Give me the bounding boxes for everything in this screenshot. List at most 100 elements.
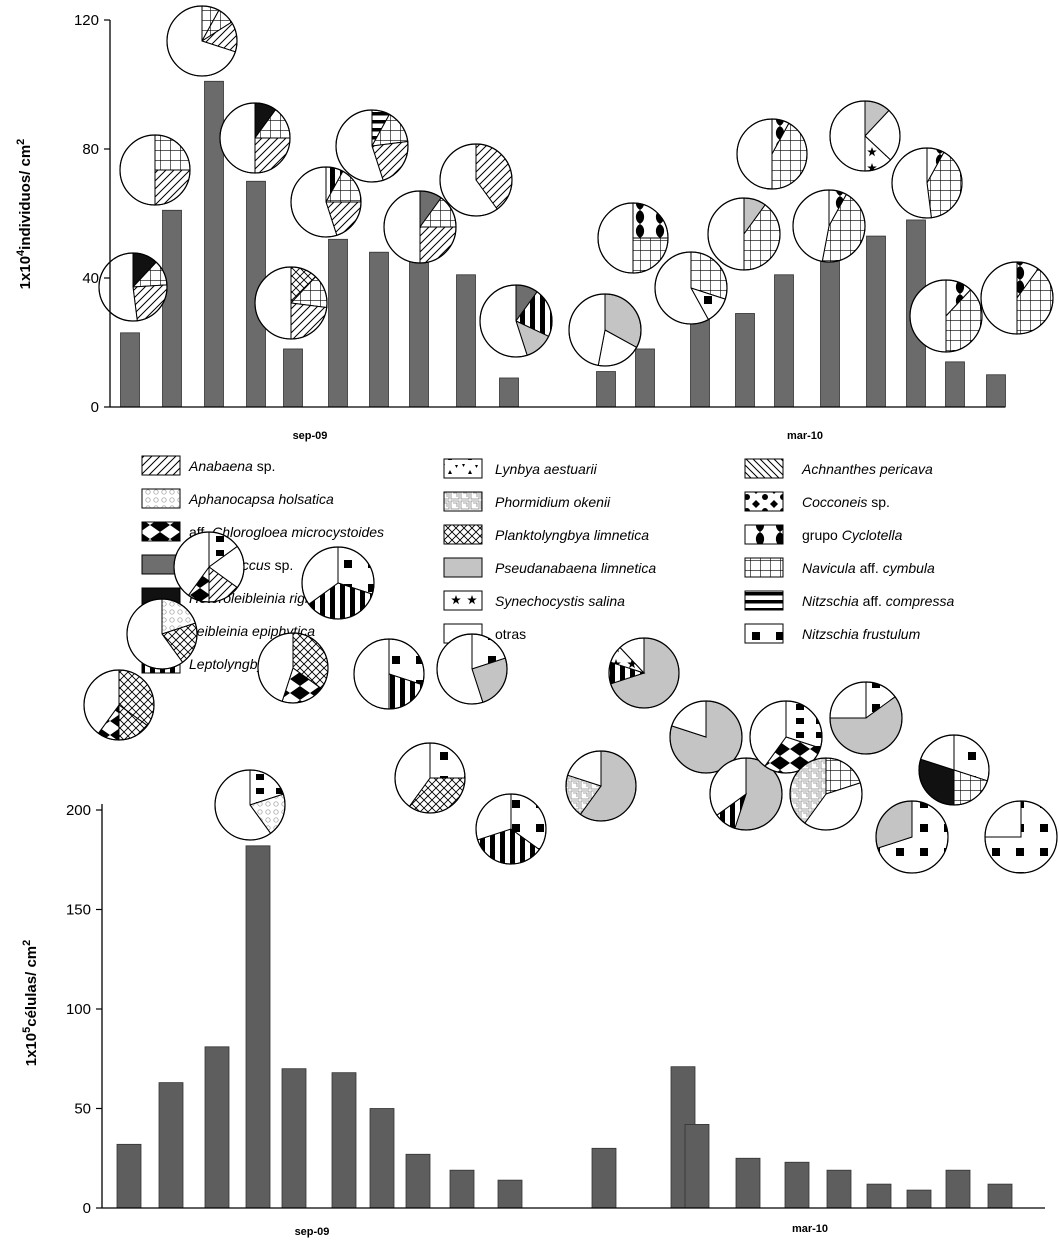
chart1-bar-mar-10-3 xyxy=(690,319,710,408)
chart1-pie-4 xyxy=(219,102,291,174)
legend-item-1-2: Aphanocapsa holsatica xyxy=(141,488,334,509)
chart2-group-label-sep09: sep-09 xyxy=(295,1226,330,1238)
chart2-y-tick-label: 150 xyxy=(66,902,91,919)
chart1-pie-7 xyxy=(335,109,409,183)
chart2-bar-mar-10-5 xyxy=(784,1161,810,1209)
chart1-pie-12 xyxy=(597,202,669,274)
chart2-pie-5 xyxy=(257,632,329,704)
legend-label: Aphanocapsa holsatica xyxy=(188,491,334,507)
chart1-bar-sep-09-6 xyxy=(328,238,348,408)
legend-item-1-1: Anabaena sp. xyxy=(141,455,275,476)
legend-swatch xyxy=(443,458,483,479)
chart2-pie-10 xyxy=(475,793,547,865)
chart1-pie-3 xyxy=(166,5,238,77)
chart1-pie-6 xyxy=(290,166,362,238)
chart1-group-label-mar10: mar-10 xyxy=(787,430,823,442)
legend-item-3-1: Achnanthes pericava xyxy=(744,458,933,479)
legend-label: Synechocystis salina xyxy=(495,593,625,609)
chart1-pie-17 xyxy=(829,100,901,172)
chart1-y-ticks: 0 40 80 120 xyxy=(74,12,110,416)
chart1-pie-19 xyxy=(909,279,983,353)
legend-swatch xyxy=(141,521,181,542)
chart2-pie-6 xyxy=(301,546,375,620)
chart1-y-axis-label: 1x104individuos/ cm2 xyxy=(15,139,34,290)
legend-item-3-5: Nitzschia aff. compressa xyxy=(744,590,954,611)
chart1-y-tick-label: 80 xyxy=(82,141,99,158)
chart2-bar-sep-09-10 xyxy=(497,1179,523,1209)
chart1-pie-16 xyxy=(792,189,866,263)
legend-item-3-4: Navicula aff. cymbula xyxy=(744,557,935,578)
chart1-bar-sep-09-5 xyxy=(283,348,303,408)
chart1-bar-mar-10-10 xyxy=(986,374,1006,408)
legend: Anabaena sp. Aphanocapsa holsatica aff. Ch… xyxy=(141,455,954,674)
legend-swatch xyxy=(744,524,784,545)
legend-label: Phormidium okenii xyxy=(495,494,611,510)
legend-item-2-1: Lynbya aestuarii xyxy=(443,458,598,479)
chart2-pie-17 xyxy=(829,681,903,755)
chart1-bar-mar-10-9 xyxy=(945,361,965,408)
legend-swatch xyxy=(744,623,784,644)
chart2-y-tick-label: 0 xyxy=(83,1200,91,1217)
chart2-pie-9 xyxy=(436,633,508,705)
chart2-bar-sep-09-4 xyxy=(245,845,271,1209)
legend-swatch xyxy=(744,590,784,611)
chart2-bar-mar-10-4 xyxy=(735,1157,761,1209)
chart1-bar-sep-09-7 xyxy=(369,251,389,408)
chart2-bar-mar-10-6 xyxy=(826,1169,852,1209)
chart1-bars xyxy=(120,80,1006,408)
chart1-bar-sep-09-10 xyxy=(499,377,519,408)
chart2-pie-insets xyxy=(83,531,1058,874)
legend-label: Pseudanabaena limnetica xyxy=(495,560,656,576)
chart2-pie-1 xyxy=(83,669,155,741)
legend-label: otras xyxy=(495,626,526,642)
chart1-bar-mar-10-1 xyxy=(596,371,616,408)
chart1-pie-18 xyxy=(891,147,963,219)
chart1-pie-11 xyxy=(568,293,642,367)
legend-item-3-6: Nitzschia frustulum xyxy=(744,623,921,644)
chart-cells: 0 50 100 150 200 sep-09 mar-10 1x105células/… xyxy=(21,531,1058,1238)
chart2-bar-sep-09-6 xyxy=(331,1072,357,1209)
chart2-bar-sep-09-8 xyxy=(405,1153,431,1209)
chart2-pie-13 xyxy=(669,700,743,774)
chart1-bar-sep-09-9 xyxy=(456,274,476,408)
chart1-bar-mar-10-7 xyxy=(866,235,886,408)
legend-swatch xyxy=(443,524,483,545)
chart2-bar-mar-10-1 xyxy=(591,1147,617,1209)
chart2-bar-mar-10-8 xyxy=(906,1189,932,1209)
chart1-bar-mar-10-6 xyxy=(820,255,840,408)
chart1-y-tick-label: 40 xyxy=(82,270,99,287)
chart1-bar-sep-09-1 xyxy=(120,332,140,408)
chart1-y-tick-label: 120 xyxy=(74,12,99,29)
legend-swatch xyxy=(744,458,784,479)
legend-label: grupo Cyclotella xyxy=(802,527,903,543)
chart2-y-tick-label: 200 xyxy=(66,802,91,819)
chart1-bar-sep-09-2 xyxy=(162,209,182,408)
chart2-pie-2 xyxy=(126,598,198,670)
legend-label: Navicula aff. cymbula xyxy=(802,560,935,576)
legend-swatch xyxy=(141,488,181,509)
chart2-pie-4 xyxy=(214,769,286,841)
chart2-y-ticks: 0 50 100 150 200 xyxy=(66,802,102,1217)
chart-individuals: 0 40 80 120 sep-09 mar-10 1x104individuos/ … xyxy=(15,5,1054,442)
chart2-pie-8 xyxy=(394,742,466,814)
legend-swatch xyxy=(744,557,784,578)
chart1-bar-mar-10-5 xyxy=(774,274,794,408)
chart2-y-tick-label: 50 xyxy=(74,1101,91,1118)
chart2-bar-sep-09-5 xyxy=(281,1068,307,1209)
legend-swatch xyxy=(443,491,483,512)
legend-swatch xyxy=(141,455,181,476)
legend-swatch xyxy=(744,491,784,512)
chart1-pie-1 xyxy=(98,252,168,322)
chart2-pie-18 xyxy=(875,800,949,874)
chart1-pie-20 xyxy=(980,261,1054,335)
legend-label: Nitzschia frustulum xyxy=(802,626,921,642)
chart1-bar-sep-09-8 xyxy=(409,261,429,408)
chart1-pie-2 xyxy=(119,134,191,206)
legend-item-2-5: Synechocystis salina xyxy=(443,590,625,611)
chart1-pie-10 xyxy=(479,284,553,358)
chart2-bar-mar-10-3 xyxy=(684,1124,710,1209)
chart2-bar-sep-09-3 xyxy=(204,1046,230,1209)
chart1-pie-9 xyxy=(439,143,513,217)
chart2-group-label-mar10: mar-10 xyxy=(792,1223,828,1235)
